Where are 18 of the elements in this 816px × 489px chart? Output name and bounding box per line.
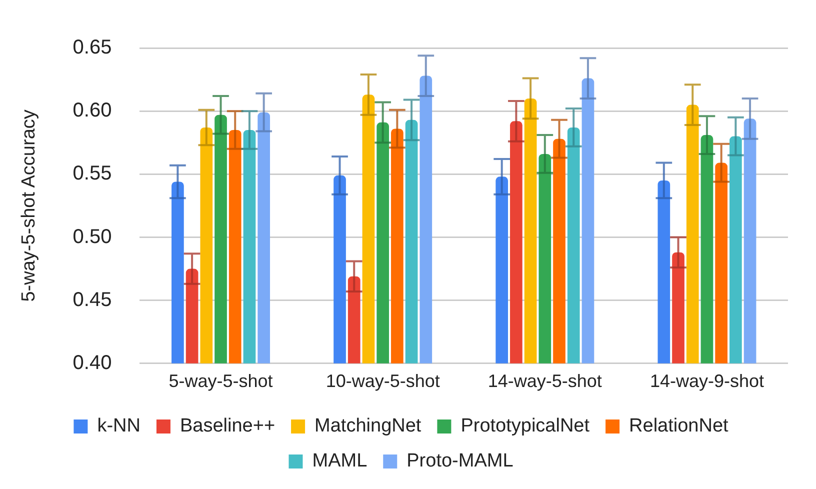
y-tick-label: 0.55 [72,162,112,185]
legend-label: MatchingNet [314,416,422,437]
legend-label: Baseline++ [180,416,276,437]
y-tick-label: 0.65 [72,36,112,59]
y-axis-title: 5-way-5-shot Accuracy [18,109,40,302]
x-tick-label: 14-way-5-shot [488,371,602,392]
x-tick-label: 10-way-5-shot [326,371,440,392]
legend-label: MAML [312,450,368,472]
legend-label: k-NN [97,416,140,437]
x-tick-label: 5-way-5-shot [168,371,273,392]
y-tick-label: 0.60 [72,100,112,122]
legend-label: PrototypicalNet [460,416,590,437]
y-tick-label: 0.40 [72,352,112,374]
legend-label: RelationNet [629,416,730,437]
legend-label: Proto-MAML [406,450,514,472]
y-tick-label: 0.45 [72,288,112,311]
y-tick-label: 0.50 [72,226,112,248]
x-tick-label: 14-way-9-shot [650,371,764,392]
